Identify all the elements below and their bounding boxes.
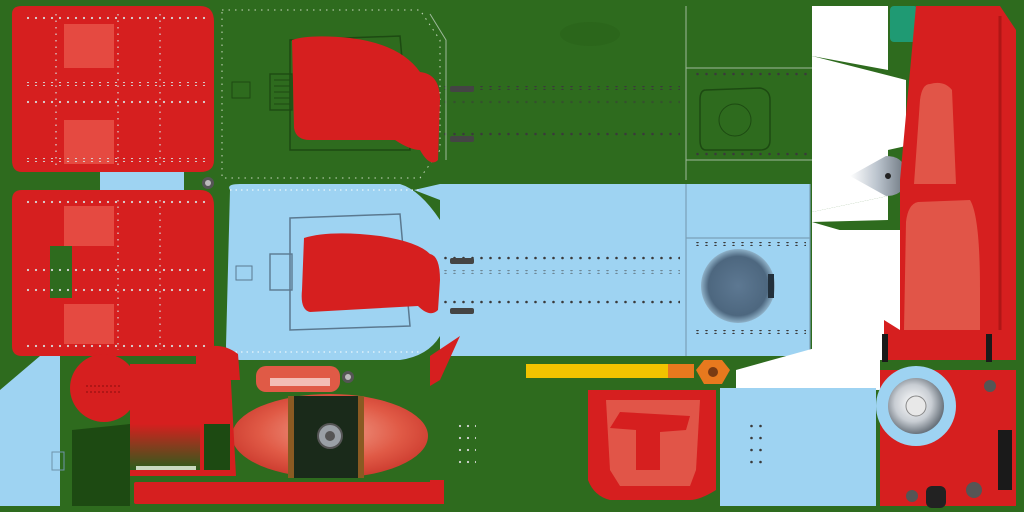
vertical-fin: [882, 6, 1016, 362]
upper-wing-panel: [12, 6, 214, 172]
engine-cowling: [588, 390, 716, 500]
upper-wing-blue-strip: [100, 172, 184, 192]
fuselage-top-outline: [221, 9, 441, 179]
red-trim-piece: [430, 336, 460, 386]
beacon-light: [890, 6, 918, 42]
lower-left-panels: [0, 345, 444, 506]
white-stabilizer-strips: [736, 6, 906, 390]
cockpit-red-patch-top: [292, 36, 440, 163]
cockpit-red-patch-side: [301, 233, 440, 314]
exhaust-strip: [526, 360, 730, 384]
propeller-spinner-icon: [850, 156, 906, 196]
cowling-blue-panel: [720, 388, 876, 506]
rivet-cluster: [456, 424, 476, 464]
lower-wing-panel: [12, 190, 214, 356]
fuel-tank: [232, 366, 428, 478]
round-inspection-hatch-icon: [701, 249, 775, 323]
fuselage-top-right: [429, 6, 812, 180]
